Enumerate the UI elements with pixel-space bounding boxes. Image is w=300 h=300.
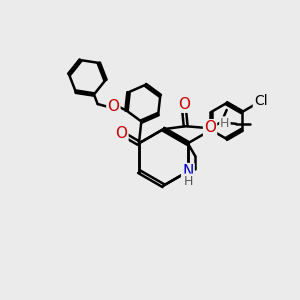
Text: O: O [178, 97, 190, 112]
Text: H: H [184, 175, 194, 188]
Text: O: O [107, 99, 119, 114]
Text: Cl: Cl [254, 94, 268, 108]
Text: H: H [220, 117, 230, 130]
Text: N: N [182, 164, 194, 179]
Text: O: O [204, 120, 216, 135]
Text: O: O [116, 126, 128, 141]
